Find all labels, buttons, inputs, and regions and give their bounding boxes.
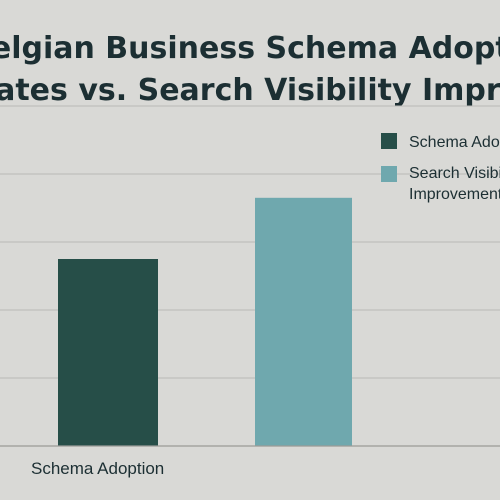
bar-schema-adoption [58,259,158,446]
legend-label-search-visibility-line-1: Search Visibility [409,165,500,182]
legend-label-search-visibility-line-2: Improvement [409,186,500,203]
category-label-schema-adoption: Schema Adoption [31,459,164,478]
chart-title-line-2: Rates vs. Search Visibility Improvement [0,73,500,108]
bars [58,197,352,446]
chart-title-line-1: Belgian Business Schema Adoption [0,31,500,66]
legend: Schema Adoption Search Visibility Improv… [381,133,500,203]
legend-swatch-schema-adoption [381,133,397,149]
legend-swatch-search-visibility [381,166,397,182]
bar-search-visibility-improvement [255,197,352,446]
legend-label-schema-adoption: Schema Adoption [409,134,500,151]
chart-title: Belgian Business Schema Adoption Rates v… [0,31,500,108]
